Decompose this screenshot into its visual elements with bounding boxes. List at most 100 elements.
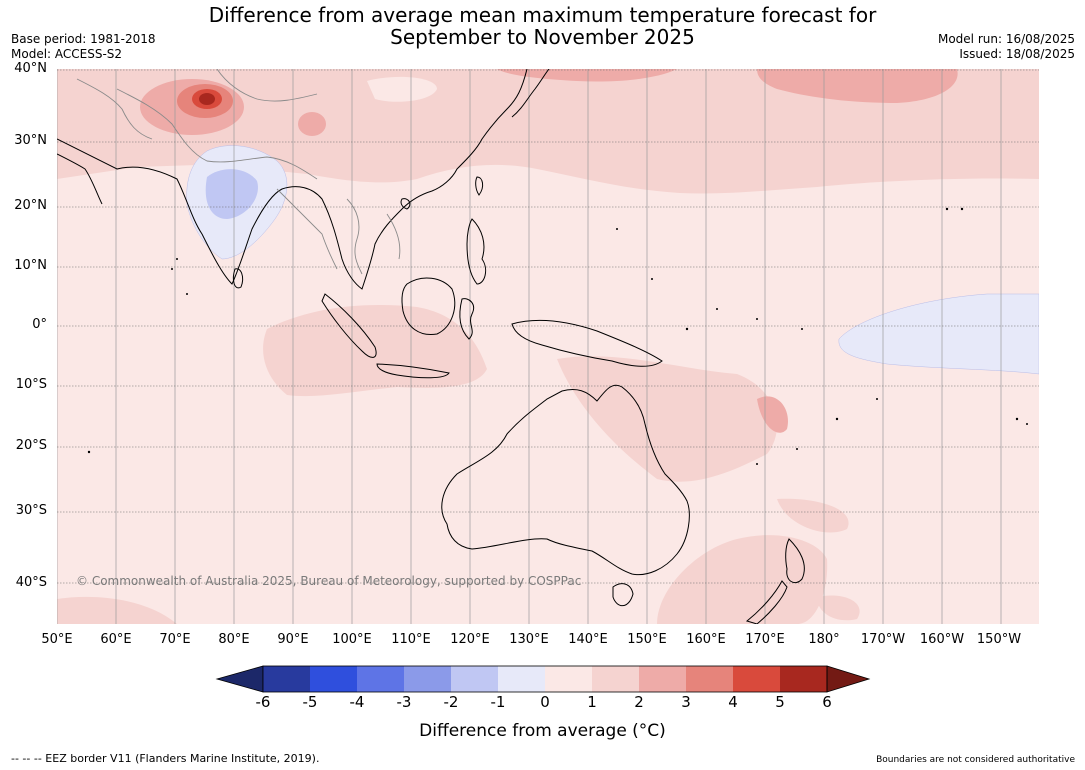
lon-label-110e: 110°E — [391, 632, 431, 647]
small-islands — [87, 207, 1028, 465]
anomaly-north-band — [57, 69, 1039, 194]
colorbar-title: Difference from average (°C) — [419, 721, 666, 741]
forecast-map[interactable] — [56, 68, 1040, 625]
title-line-1: Difference from average mean maximum tem… — [208, 3, 877, 27]
colorbar-swatch — [733, 666, 780, 692]
anomaly-northern-australia-warm — [557, 356, 777, 482]
anomaly-tibet-warm — [298, 112, 326, 136]
lat-label-20s: 20°S — [15, 438, 47, 453]
title-line-2: September to November 2025 — [390, 25, 695, 49]
lat-label-30s: 30°S — [15, 503, 47, 518]
colorbar-swatch — [451, 666, 498, 692]
map-title: Difference from average mean maximum tem… — [0, 4, 1085, 48]
lat-label-30n: 30°N — [14, 133, 47, 148]
model-name: Model: ACCESS-S2 — [11, 47, 123, 61]
anomaly-equatorial-pacific-cool — [838, 293, 1040, 375]
colorbar-tick: 1 — [587, 693, 597, 711]
anomaly-southeast-warm — [777, 498, 849, 533]
colorbar-swatch — [780, 666, 827, 692]
colorbar-tick: -1 — [490, 693, 506, 711]
colorbar-swatch — [686, 666, 733, 692]
new-guinea-outline — [511, 320, 663, 367]
issued-date: Issued: 18/08/2025 — [959, 47, 1075, 61]
lon-label-130e: 130°E — [509, 632, 549, 647]
lon-label-70e: 70°E — [159, 632, 191, 647]
lon-label-140e: 140°E — [568, 632, 608, 647]
lat-label-40n: 40°N — [14, 61, 47, 76]
anomaly-himalaya-5 — [199, 93, 215, 105]
meta-right: Model run: 16/08/2025 Issued: 18/08/2025 — [938, 32, 1075, 62]
copyright-note: © Commonwealth of Australia 2025, Bureau… — [76, 574, 582, 588]
lon-label-50e: 50°E — [41, 632, 73, 647]
lon-label-100e: 100°E — [332, 632, 372, 647]
anomaly-north-patch — [367, 76, 437, 102]
lat-label-0: 0° — [32, 317, 47, 332]
anomaly-northeast-warm — [757, 69, 958, 103]
lon-label-150e: 150°E — [627, 632, 667, 647]
arabia-coastline — [56, 153, 103, 205]
colorbar-swatch — [639, 666, 686, 692]
colorbar-tick: 6 — [822, 693, 832, 711]
colorbar-tick: 4 — [728, 693, 738, 711]
colorbar-frame — [262, 665, 828, 693]
colorbar-swatch — [545, 666, 592, 692]
borneo-outline — [401, 277, 456, 336]
colorbar-swatch — [592, 666, 639, 692]
lon-label-120e: 120°E — [450, 632, 490, 647]
lat-label-20n: 20°N — [14, 198, 47, 213]
philippines-outline — [466, 218, 487, 285]
colorbar-swatch — [357, 666, 404, 692]
longitude-gridlines — [56, 69, 1002, 624]
colorbar-tick: 0 — [540, 693, 550, 711]
anomaly-nz-warm — [817, 595, 860, 621]
sumatra-outline — [321, 293, 377, 358]
coastlines — [56, 68, 805, 625]
lon-label-80e: 80°E — [218, 632, 250, 647]
australia-outline — [441, 384, 690, 576]
colorbar-tick: 5 — [775, 693, 785, 711]
asia-coastline — [56, 68, 528, 290]
japan-outline — [511, 68, 550, 118]
anomaly-southwest-warm — [57, 596, 177, 624]
lat-label-10s: 10°S — [15, 377, 47, 392]
lon-label-150w: 150°W — [976, 632, 1022, 647]
colorbar-tick: 2 — [634, 693, 644, 711]
sri-lanka-outline — [232, 268, 244, 289]
colorbar — [215, 665, 871, 693]
model-run: Model run: 16/08/2025 — [937, 32, 1075, 46]
tasmania-outline — [612, 583, 634, 607]
colorbar-swatch — [404, 666, 451, 692]
anomaly-south-tasman-warm — [657, 535, 828, 624]
colorbar-tick: -4 — [349, 693, 365, 711]
lon-label-90e: 90°E — [277, 632, 309, 647]
map-canvas — [56, 68, 1040, 625]
lon-label-160w: 160°W — [919, 632, 965, 647]
nz-north-island — [785, 538, 805, 584]
lon-label-160e: 160°E — [686, 632, 726, 647]
lon-label-170w: 170°W — [860, 632, 906, 647]
colorbar-over-arrow — [826, 665, 871, 693]
meta-left: Base period: 1981-2018 Model: ACCESS-S2 — [11, 32, 156, 62]
colorbar-tick: -5 — [302, 693, 318, 711]
lat-label-40s: 40°S — [15, 575, 47, 590]
country-borders — [76, 68, 401, 275]
anomaly-indian-ocean-warm — [263, 305, 487, 397]
colorbar-tick: -3 — [396, 693, 412, 711]
sulawesi-outline — [459, 298, 475, 340]
lon-label-180: 180° — [808, 632, 840, 647]
colorbar-swatch — [498, 666, 545, 692]
lon-label-170e: 170°E — [745, 632, 785, 647]
taiwan-outline — [475, 176, 484, 196]
base-period: Base period: 1981-2018 — [11, 32, 156, 46]
hainan-outline — [400, 198, 411, 210]
colorbar-swatch — [310, 666, 357, 692]
lat-label-10n: 10°N — [14, 258, 47, 273]
eez-note: -- -- -- EEZ border V11 (Flanders Marine… — [11, 752, 320, 765]
boundaries-note: Boundaries are not considered authoritat… — [876, 755, 1075, 765]
colorbar-tick: -6 — [255, 693, 271, 711]
colorbar-tick: 3 — [681, 693, 691, 711]
java-outline — [376, 363, 450, 379]
colorbar-swatch — [263, 666, 310, 692]
colorbar-under-arrow — [215, 665, 264, 693]
anomaly-india-cooler — [205, 169, 258, 219]
